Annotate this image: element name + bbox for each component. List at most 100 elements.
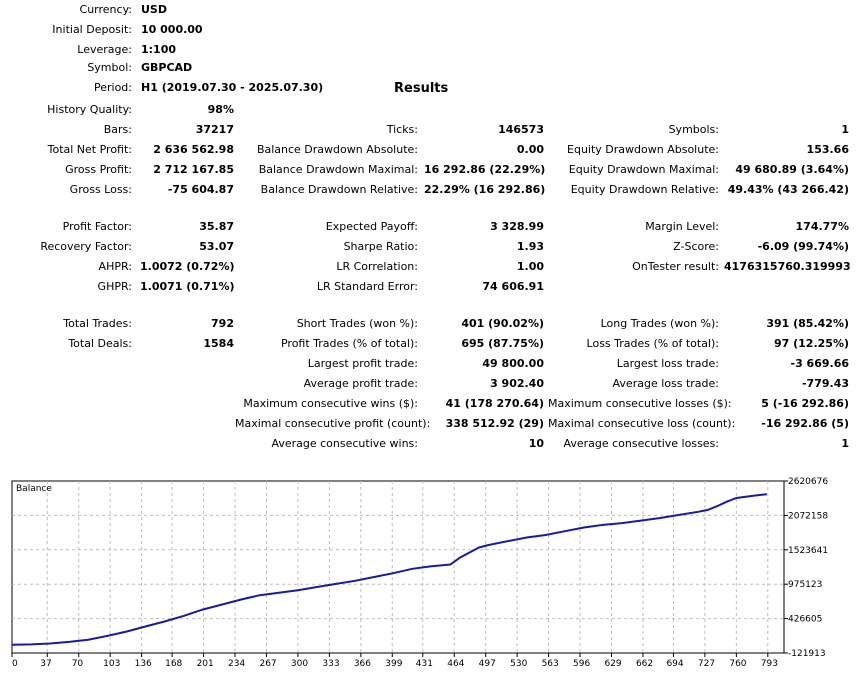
x-tick-label: 333 [322, 659, 339, 669]
y-tick-label: 426605 [788, 615, 822, 625]
bars-value: 37217 [195, 123, 234, 136]
average-consecutive-losses-label: Average consecutive losses: [563, 437, 719, 450]
gross-loss-label: Gross Loss: [69, 183, 132, 196]
average-consecutive-losses-value: 1 [841, 437, 849, 450]
y-tick-label: 2620676 [788, 477, 828, 487]
maximal-consecutive-profit-label: Maximal consecutive profit (count): [235, 417, 431, 430]
x-tick-label: 201 [197, 659, 214, 669]
total-net-profit-value: 2 636 562.98 [153, 143, 234, 156]
x-tick-label: 267 [259, 659, 276, 669]
chart-title: Balance [16, 484, 52, 494]
z-score-value: -6.09 (99.74%) [757, 240, 849, 253]
short-trades-label: Short Trades (won %): [296, 317, 418, 330]
lr-standard-error-label: LR Standard Error: [316, 280, 418, 293]
average-loss-trade-value: -779.43 [801, 377, 849, 390]
x-tick-label: 793 [761, 659, 778, 669]
profit-trades-label: Profit Trades (% of total): [280, 337, 418, 350]
average-profit-trade-value: 3 902.40 [490, 377, 544, 390]
balance-drawdown-absolute-label: Balance Drawdown Absolute: [256, 143, 418, 156]
average-profit-trade-label: Average profit trade: [303, 377, 418, 390]
ontester-result-value: 4176315760.319993 [724, 260, 851, 273]
average-consecutive-wins-value: 10 [528, 437, 544, 450]
largest-loss-trade-label: Largest loss trade: [616, 357, 719, 370]
largest-profit-trade-label: Largest profit trade: [307, 357, 418, 370]
symbol-value: GBPCAD [141, 61, 193, 74]
equity-drawdown-absolute-label: Equity Drawdown Absolute: [567, 143, 719, 156]
profit-factor-value: 35.87 [199, 220, 234, 233]
x-tick-label: 431 [416, 659, 433, 669]
equity-drawdown-absolute-value: 153.66 [806, 143, 849, 156]
x-tick-label: 629 [604, 659, 621, 669]
ahpr-value: 1.0072 (0.72%) [140, 260, 235, 273]
period-label: Period: [93, 81, 132, 94]
max-consecutive-wins-value: 41 (178 270.64) [445, 397, 544, 410]
x-tick-label: 464 [447, 659, 464, 669]
maximal-consecutive-loss-value: -16 292.86 (5) [761, 417, 849, 430]
x-tick-label: 234 [228, 659, 245, 669]
x-tick-label: 563 [542, 659, 559, 669]
profit-factor-label: Profit Factor: [62, 220, 132, 233]
total-trades-value: 792 [211, 317, 234, 330]
profit-trades-value: 695 (87.75%) [461, 337, 544, 350]
x-tick-label: 70 [72, 659, 84, 669]
symbol-label: Symbol: [87, 61, 132, 74]
symbols-label: Symbols: [668, 123, 719, 136]
gross-profit-label: Gross Profit: [65, 163, 132, 176]
largest-profit-trade-value: 49 800.00 [482, 357, 544, 370]
lr-correlation-value: 1.00 [516, 260, 544, 273]
initial-deposit-value: 10 000.00 [141, 23, 203, 36]
ghpr-label: GHPR: [97, 280, 132, 293]
x-tick-label: 596 [573, 659, 590, 669]
long-trades-value: 391 (85.42%) [766, 317, 849, 330]
x-tick-label: 530 [510, 659, 527, 669]
x-tick-label: 760 [729, 659, 746, 669]
balance-drawdown-relative-label: Balance Drawdown Relative: [260, 183, 418, 196]
total-trades-label: Total Trades: [63, 317, 132, 330]
ticks-label: Ticks: [386, 123, 418, 136]
lr-correlation-label: LR Correlation: [336, 260, 418, 273]
equity-drawdown-maximal-value: 49 680.89 (3.64%) [735, 163, 849, 176]
x-tick-label: 136 [135, 659, 152, 669]
max-consecutive-losses-label: Maximum consecutive losses ($): [548, 397, 732, 410]
x-tick-label: 497 [479, 659, 496, 669]
period-value: H1 (2019.07.30 - 2025.07.30) [141, 81, 324, 94]
max-consecutive-losses-value: 5 (-16 292.86) [761, 397, 849, 410]
currency-value: USD [141, 3, 167, 16]
equity-drawdown-relative-label: Equity Drawdown Relative: [570, 183, 719, 196]
balance-drawdown-maximal-value: 16 292.86 (22.29%) [424, 163, 546, 176]
balance-chart: 2620676 2072158 1523641 975123 426605 -121913… [0, 476, 863, 679]
x-tick-label: 0 [12, 659, 18, 669]
expected-payoff-value: 3 328.99 [490, 220, 544, 233]
total-deals-label: Total Deals: [68, 337, 132, 350]
x-tick-label: 37 [40, 659, 51, 669]
expected-payoff-label: Expected Payoff: [325, 220, 418, 233]
recovery-factor-value: 53.07 [199, 240, 234, 253]
ontester-result-label: OnTester result: [632, 260, 719, 273]
bars-label: Bars: [103, 123, 132, 136]
sharpe-ratio-value: 1.93 [516, 240, 544, 253]
x-tick-label: 694 [666, 659, 683, 669]
balance-series-line [11, 493, 767, 646]
x-tick-label: 399 [385, 659, 402, 669]
initial-deposit-label: Initial Deposit: [52, 23, 132, 36]
z-score-label: Z-Score: [673, 240, 719, 253]
leverage-value: 1:100 [141, 43, 177, 56]
margin-level-label: Margin Level: [645, 220, 719, 233]
balance-drawdown-maximal-label: Balance Drawdown Maximal: [258, 163, 418, 176]
y-tick-label: 1523641 [788, 546, 828, 556]
balance-chart-svg: 2620676 2072158 1523641 975123 426605 -121913… [11, 477, 828, 669]
x-tick-label: 300 [291, 659, 308, 669]
equity-drawdown-maximal-label: Equity Drawdown Maximal: [568, 163, 719, 176]
x-tick-label: 168 [165, 659, 182, 669]
leverage-label: Leverage: [77, 43, 132, 56]
average-consecutive-wins-label: Average consecutive wins: [271, 437, 418, 450]
ahpr-label: AHPR: [98, 260, 132, 273]
symbols-value: 1 [841, 123, 849, 136]
history-quality-value: 98% [207, 103, 234, 116]
x-tick-label: 662 [636, 659, 653, 669]
long-trades-label: Long Trades (won %): [600, 317, 719, 330]
y-tick-label: 975123 [788, 580, 822, 590]
gross-profit-value: 2 712 167.85 [153, 163, 234, 176]
currency-label: Currency: [79, 3, 132, 16]
lr-standard-error-value: 74 606.91 [482, 280, 544, 293]
